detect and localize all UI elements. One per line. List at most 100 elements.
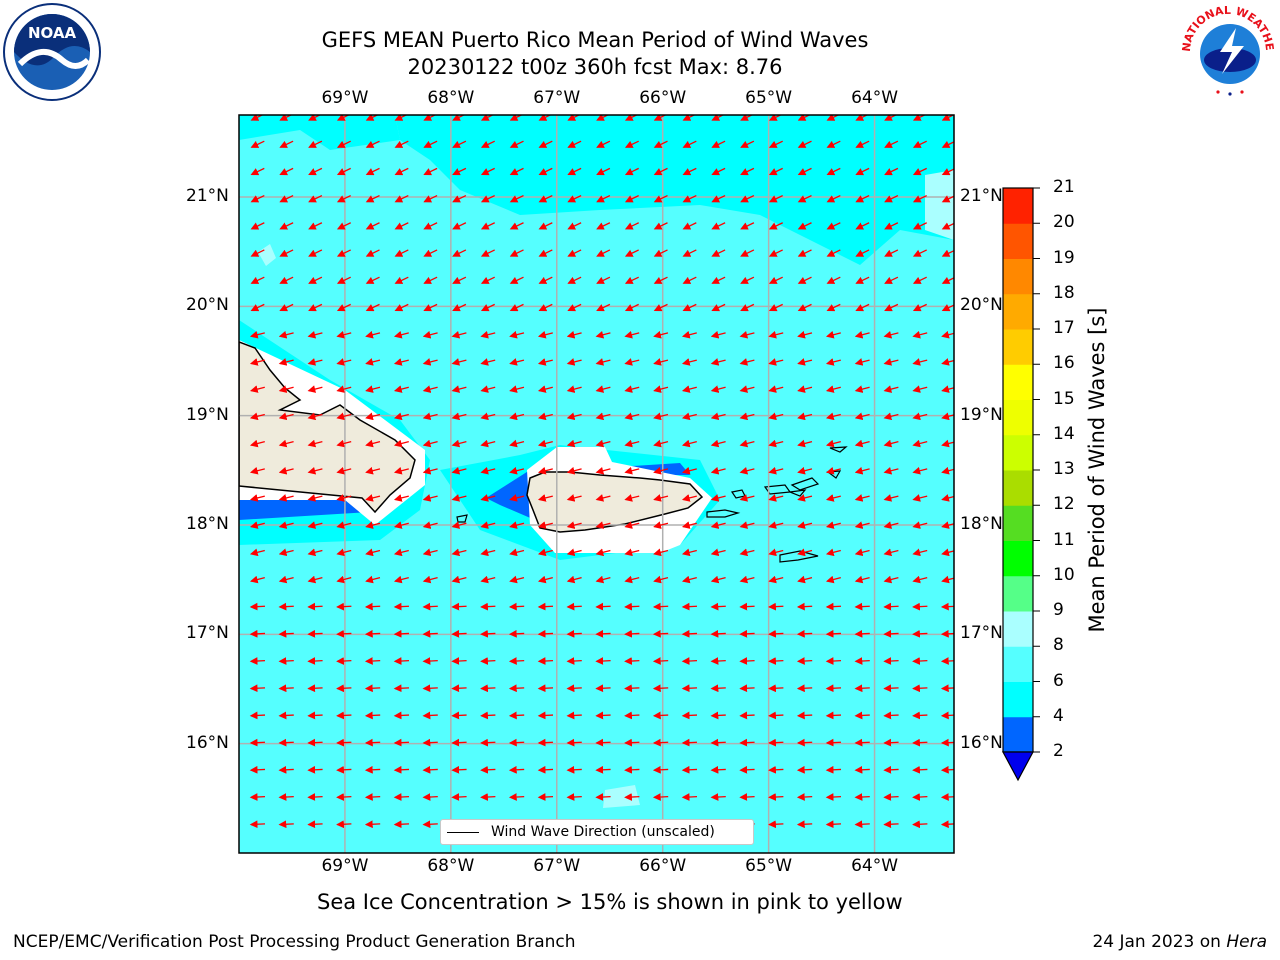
wind-arrow — [423, 249, 438, 257]
wind-arrow — [768, 222, 783, 230]
wind-arrow — [854, 385, 870, 393]
wind-arrow — [567, 194, 582, 203]
wind-arrow — [740, 303, 755, 312]
wind-arrow — [681, 466, 697, 475]
wind-arrow — [307, 684, 323, 693]
wind-arrow — [480, 548, 496, 557]
wind-arrow — [336, 412, 352, 421]
wind-arrow — [912, 439, 928, 448]
period-region-north-patch — [258, 244, 276, 266]
wind-arrow — [624, 167, 639, 176]
wind-arrow — [480, 602, 496, 611]
wind-arrow — [854, 494, 870, 502]
wind-arrow — [883, 820, 899, 829]
wind-arrow — [825, 466, 841, 475]
wind-arrow — [250, 303, 265, 312]
wind-arrow — [912, 358, 928, 366]
wind-arrow — [595, 738, 611, 747]
wind-arrow — [624, 358, 640, 366]
wind-arrow — [566, 548, 582, 557]
wind-arrow — [883, 412, 899, 421]
wind-arrow — [682, 303, 697, 312]
wind-arrow — [423, 303, 438, 312]
wind-arrow — [596, 303, 611, 312]
colorbar-segment — [1003, 188, 1033, 224]
wind-arrow — [451, 765, 467, 774]
wind-arrow — [393, 629, 410, 638]
wind-arrow — [393, 602, 410, 611]
colorbar-segment — [1003, 575, 1033, 612]
wind-arrow — [912, 765, 928, 774]
wind-arrow — [336, 249, 351, 257]
wind-arrow — [480, 249, 495, 257]
wind-arrow — [249, 575, 265, 584]
wind-arrow — [739, 765, 755, 774]
wind-arrow — [768, 358, 784, 366]
wind-arrow — [797, 439, 813, 448]
wind-arrow — [710, 439, 726, 448]
wind-arrow — [711, 167, 726, 176]
wind-arrow — [854, 684, 870, 693]
wind-arrow — [768, 276, 783, 284]
colorbar-segment — [1003, 364, 1033, 400]
wind-arrow — [710, 521, 726, 529]
wind-direction-arrows — [249, 115, 954, 829]
wind-arrow — [451, 439, 467, 448]
wind-arrow — [883, 684, 899, 693]
wind-arrow — [653, 249, 668, 257]
wind-arrow — [308, 115, 322, 121]
colorbar-tick-label: 12 — [1053, 494, 1075, 515]
wind-arrow — [740, 276, 755, 284]
wind-arrow — [825, 358, 841, 366]
wind-arrow — [567, 167, 582, 176]
land-st-croix — [779, 550, 819, 563]
wind-arrow — [537, 575, 553, 584]
wind-arrow — [854, 820, 870, 829]
wind-arrow — [768, 711, 784, 720]
wind-arrow — [681, 629, 698, 638]
wind-arrow — [452, 194, 467, 203]
wind-arrow — [480, 303, 495, 312]
wind-arrow — [596, 194, 611, 203]
wind-arrow — [826, 303, 841, 312]
wind-arrow — [509, 140, 524, 148]
wind-arrow — [308, 276, 323, 284]
wind-arrow — [537, 358, 553, 366]
wind-arrow — [768, 793, 784, 801]
wind-arrow — [884, 115, 898, 121]
wind-arrow — [855, 249, 870, 257]
wind-arrow — [855, 115, 869, 121]
wind-arrow — [912, 738, 928, 747]
wind-arrow — [394, 115, 408, 121]
lon-label-top: 65°W — [745, 88, 793, 108]
colorbar-tick-label: 17 — [1053, 318, 1075, 338]
wind-arrow — [825, 629, 842, 638]
wind-arrow — [854, 738, 870, 747]
wind-arrow — [566, 412, 582, 421]
wind-arrow — [739, 738, 755, 747]
wind-arrow — [710, 575, 726, 584]
wind-arrow — [711, 276, 726, 284]
wind-arrow — [710, 684, 726, 693]
colorbar-tick-label: 11 — [1053, 529, 1075, 550]
wind-arrow — [912, 330, 928, 339]
wind-arrow — [653, 167, 668, 176]
wind-arrow — [509, 494, 525, 502]
wind-arrow — [307, 711, 323, 720]
wind-arrow — [249, 684, 266, 693]
wind-arrow — [912, 820, 928, 829]
wind-arrow — [307, 358, 323, 366]
wind-arrow — [624, 466, 640, 475]
wind-arrow — [452, 140, 467, 148]
wind-arrow — [883, 358, 899, 366]
wind-arrow — [624, 412, 640, 421]
wind-arrow — [279, 194, 294, 203]
wind-arrow — [854, 575, 870, 584]
wind-arrow — [884, 222, 899, 230]
wind-arrow — [393, 820, 410, 829]
wind-arrow — [307, 738, 323, 747]
wind-arrow — [365, 358, 381, 366]
wind-arrow — [480, 684, 496, 693]
wind-arrow — [364, 711, 381, 720]
wind-arrow — [279, 140, 294, 148]
